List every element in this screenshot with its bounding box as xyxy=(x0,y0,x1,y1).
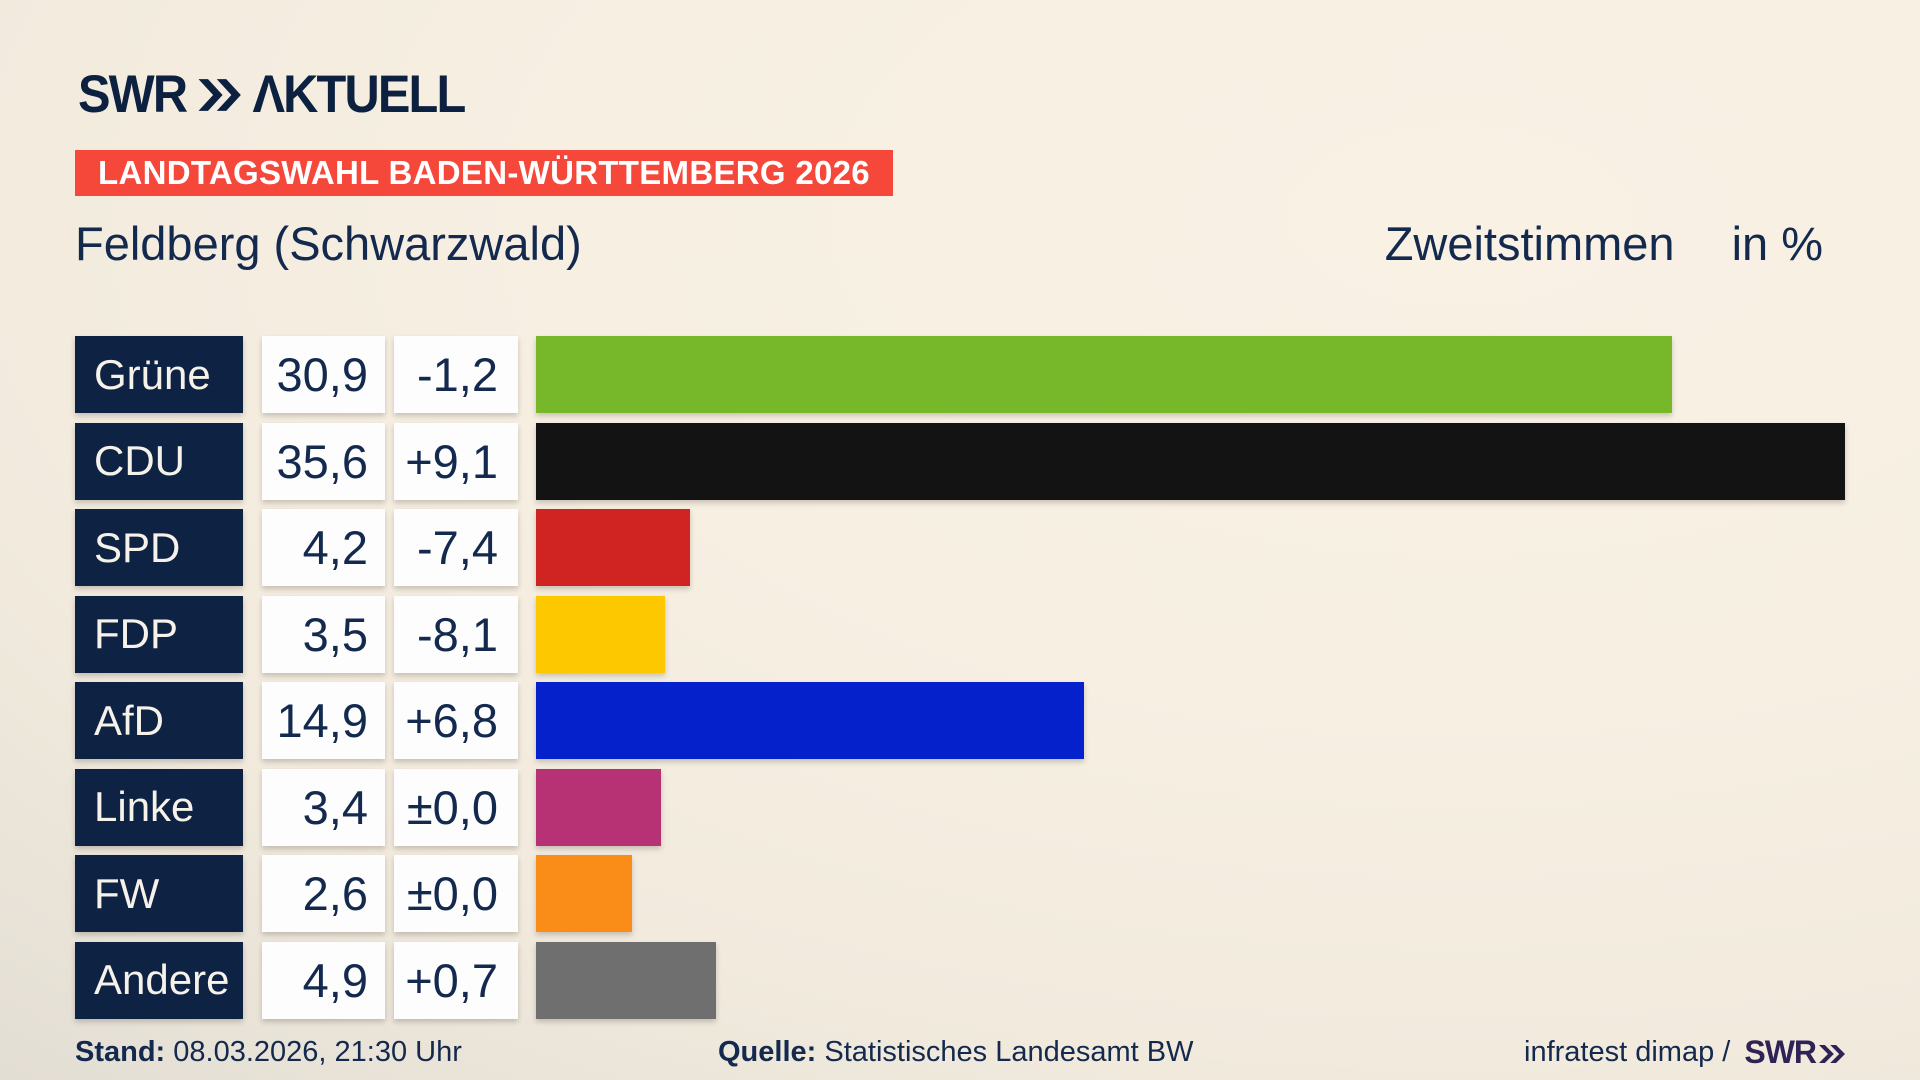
double-chevron-icon xyxy=(1819,1044,1845,1063)
quelle-value: Statistisches Landesamt BW xyxy=(824,1036,1194,1068)
party-label: Andere xyxy=(75,941,243,1019)
vote-share-value: 14,9 xyxy=(262,682,385,759)
election-badge: LANDTAGSWAHL BADEN-WÜRTTEMBERG 2026 xyxy=(75,150,893,196)
result-bar xyxy=(536,509,690,586)
vote-change-value: +9,1 xyxy=(394,422,518,500)
vote-change-value: -7,4 xyxy=(394,509,518,586)
vote-share-value: 4,9 xyxy=(262,941,385,1019)
result-row: Linke 3,4 ±0,0 xyxy=(75,768,1845,846)
result-row: FDP 3,5 -8,1 xyxy=(75,595,1845,673)
measure-name: Zweitstimmen xyxy=(1384,217,1675,270)
vote-share-value: 3,4 xyxy=(262,768,385,846)
credit: infratest dimap / SWR xyxy=(1524,1034,1845,1071)
double-chevron-icon xyxy=(198,78,241,111)
party-label: FDP xyxy=(75,595,243,673)
vote-share-value: 2,6 xyxy=(262,855,385,932)
result-bar xyxy=(536,855,632,932)
result-row: Andere 4,9 +0,7 xyxy=(75,941,1845,1019)
result-bar xyxy=(536,595,665,673)
party-label: SPD xyxy=(75,509,243,586)
result-row: FW 2,6 ±0,0 xyxy=(75,855,1845,932)
party-label: Grüne xyxy=(75,336,243,413)
quelle-label: Quelle: xyxy=(718,1036,817,1068)
footer: Stand: 08.03.2026, 21:30 Uhr Quelle: Sta… xyxy=(75,1034,1845,1078)
swr-aktuell-logo: SWR ΛKTUELL xyxy=(78,65,466,124)
result-bar xyxy=(536,682,1084,759)
credit-text: infratest dimap / xyxy=(1524,1036,1731,1068)
result-bar xyxy=(536,941,716,1019)
vote-change-value: -1,2 xyxy=(394,336,518,413)
vote-change-value: -8,1 xyxy=(394,595,518,673)
result-row: SPD 4,2 -7,4 xyxy=(75,509,1845,586)
party-label: CDU xyxy=(75,422,243,500)
vote-change-value: +6,8 xyxy=(394,682,518,759)
status-timestamp: Stand: 08.03.2026, 21:30 Uhr xyxy=(75,1036,462,1069)
logo-text-aktuell: ΛKTUELL xyxy=(252,65,466,124)
party-label: FW xyxy=(75,855,243,932)
result-row: CDU 35,6 +9,1 xyxy=(75,422,1845,500)
result-row: AfD 14,9 +6,8 xyxy=(75,682,1845,759)
page-title: Feldberg (Schwarzwald) xyxy=(75,217,582,270)
vote-share-value: 3,5 xyxy=(262,595,385,673)
party-label: Linke xyxy=(75,768,243,846)
vote-change-value: +0,7 xyxy=(394,941,518,1019)
result-row: Grüne 30,9 -1,2 xyxy=(75,336,1845,413)
vote-share-value: 30,9 xyxy=(262,336,385,413)
logo-text-swr: SWR xyxy=(78,65,188,124)
party-label: AfD xyxy=(75,682,243,759)
stand-label: Stand: xyxy=(75,1036,166,1068)
result-bar xyxy=(536,336,1672,413)
title-bar: Feldberg (Schwarzwald) Zweitstimmen in % xyxy=(75,216,1823,272)
result-bar xyxy=(536,422,1845,500)
stand-value: 08.03.2026, 21:30 Uhr xyxy=(173,1036,462,1068)
vote-share-value: 35,6 xyxy=(262,422,385,500)
vote-change-value: ±0,0 xyxy=(394,855,518,932)
source-note: Quelle: Statistisches Landesamt BW xyxy=(718,1036,1193,1069)
vote-change-value: ±0,0 xyxy=(394,768,518,846)
measure-unit: in % xyxy=(1731,217,1823,270)
credit-brand-text: SWR xyxy=(1744,1034,1817,1070)
vote-measure-label: Zweitstimmen in % xyxy=(1385,216,1823,272)
swr-footer-logo: SWR xyxy=(1744,1034,1845,1071)
results-bar-chart: Grüne 30,9 -1,2 CDU 35,6 +9,1 SPD 4,2 -7,4 FDP 3,5… xyxy=(75,336,1845,1019)
result-bar xyxy=(536,768,661,846)
vote-share-value: 4,2 xyxy=(262,509,385,586)
